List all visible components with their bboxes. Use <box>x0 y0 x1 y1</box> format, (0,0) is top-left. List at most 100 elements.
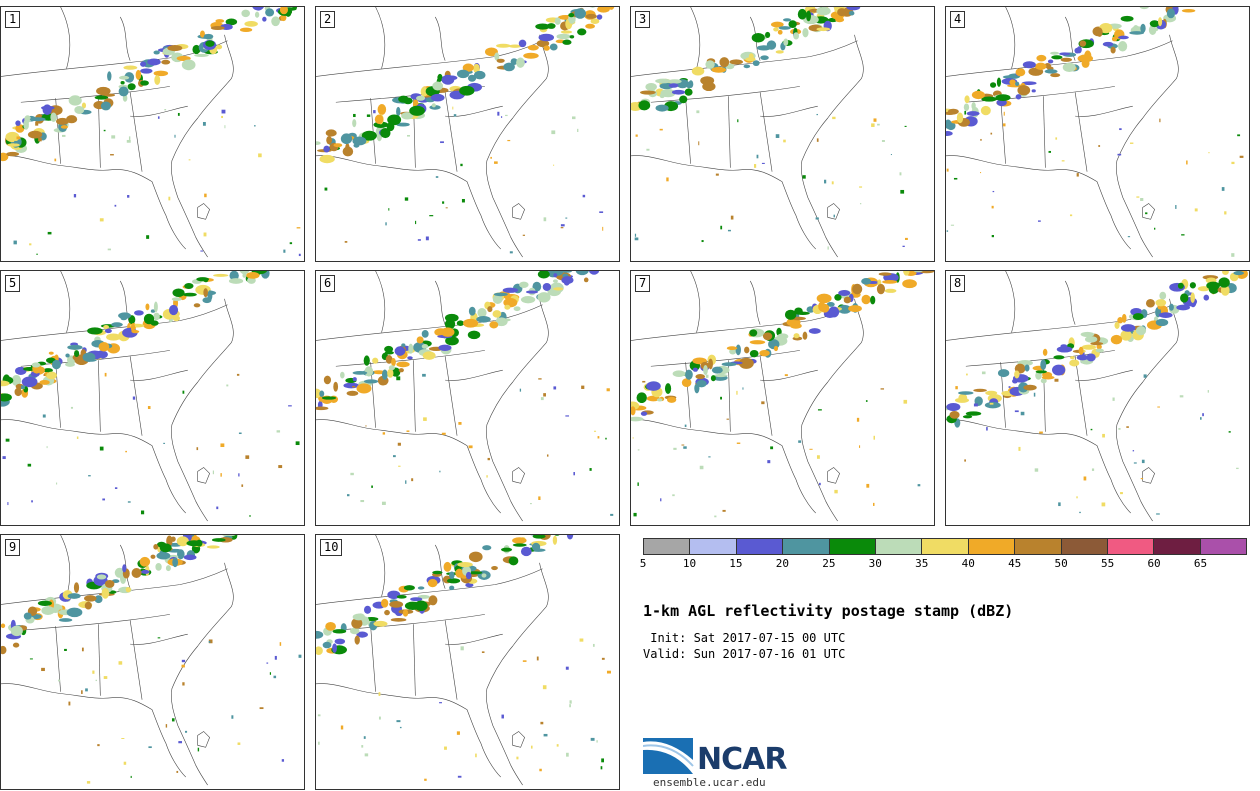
reflectivity-cell <box>601 758 604 763</box>
reflectivity-cell <box>1076 354 1089 361</box>
reflectivity-cell <box>238 473 240 477</box>
boundary-line <box>1 683 186 778</box>
reflectivity-cell <box>176 536 189 547</box>
reflectivity-cell <box>596 740 598 743</box>
reflectivity-cell <box>1132 450 1135 452</box>
reflectivity-cell <box>249 515 251 517</box>
reflectivity-cell <box>114 487 118 489</box>
reflectivity-cell <box>402 609 409 617</box>
reflectivity-cell <box>196 447 199 451</box>
reflectivity-cell <box>1129 142 1134 144</box>
reflectivity-cell <box>500 116 503 118</box>
colorbar-tick-label: 30 <box>868 557 882 570</box>
reflectivity-cell <box>1203 294 1210 301</box>
member-label: 7 <box>635 275 651 292</box>
reflectivity-cell <box>1140 197 1144 201</box>
reflectivity-cell <box>508 556 519 566</box>
reflectivity-cell <box>381 501 386 505</box>
reflectivity-cell <box>150 554 156 559</box>
reflectivity-cell <box>1039 431 1043 434</box>
colorbar-tick-label: 15 <box>729 557 743 570</box>
reflectivity-cell <box>516 756 519 760</box>
reflectivity-cell <box>410 597 423 602</box>
reflectivity-cell <box>1120 324 1136 332</box>
map-canvas <box>946 271 1248 522</box>
reflectivity-cell <box>1154 227 1156 230</box>
reflectivity-cell <box>490 156 492 159</box>
reflectivity-cell <box>981 371 986 375</box>
plot-title: 1-km AGL reflectivity postage stamp (dBZ… <box>643 602 1014 620</box>
member-label: 1 <box>5 11 21 28</box>
reflectivity-cell <box>477 308 487 318</box>
reflectivity-cell <box>640 411 648 416</box>
reflectivity-cell <box>128 136 131 140</box>
reflectivity-cell <box>349 627 360 635</box>
reflectivity-cell <box>1079 40 1087 47</box>
reflectivity-cell <box>1054 378 1059 382</box>
reflectivity-cell <box>427 579 438 588</box>
reflectivity-cell <box>672 494 675 497</box>
boundary-line <box>171 34 234 258</box>
reflectivity-cell <box>790 322 802 329</box>
reflectivity-cell <box>520 546 532 557</box>
reflectivity-cell <box>165 565 171 572</box>
reflectivity-cell <box>642 380 646 383</box>
reflectivity-cell <box>432 81 444 91</box>
reflectivity-cell <box>1221 187 1225 191</box>
reflectivity-cell <box>325 622 336 631</box>
reflectivity-cell <box>492 310 502 318</box>
reflectivity-cell <box>391 358 396 367</box>
reflectivity-cell <box>1003 111 1005 116</box>
reflectivity-cell <box>589 468 592 471</box>
reflectivity-cell <box>537 271 550 279</box>
boundary-line <box>171 298 234 522</box>
reflectivity-cell <box>788 20 797 29</box>
reflectivity-cell <box>729 59 743 65</box>
reflectivity-cell <box>99 446 104 451</box>
reflectivity-cell <box>917 484 921 487</box>
reflectivity-cell <box>460 163 463 167</box>
boundary-line <box>965 86 1115 103</box>
reflectivity-cell <box>817 409 822 411</box>
boundary-line <box>650 86 800 103</box>
reflectivity-cell <box>139 556 151 567</box>
reflectivity-cell <box>321 396 337 400</box>
reflectivity-cell <box>946 119 952 129</box>
colorbar-segment <box>922 539 969 554</box>
reflectivity-cell <box>103 324 109 330</box>
reflectivity-cell <box>1231 253 1235 257</box>
reflectivity-cell <box>640 90 656 95</box>
colorbar-ticks: 5 10 15 20 25 30 35 40 45 50 55 60 65 <box>640 557 1247 571</box>
reflectivity-cell <box>147 58 161 66</box>
reflectivity-cell <box>606 670 611 674</box>
reflectivity-cell <box>323 145 330 153</box>
boundary-line <box>631 155 816 250</box>
boundary-line <box>1142 203 1155 220</box>
reflectivity-cell <box>279 7 289 15</box>
reflectivity-cell <box>1218 277 1230 288</box>
reflectivity-cell <box>1148 25 1157 35</box>
reflectivity-cell <box>203 232 207 237</box>
boundary-line <box>801 34 864 258</box>
reflectivity-cell <box>775 134 780 138</box>
colorbar-tick-label: 35 <box>915 557 929 570</box>
reflectivity-cell <box>1239 155 1244 158</box>
reflectivity-cell <box>153 544 159 550</box>
reflectivity-cell <box>1132 313 1144 321</box>
reflectivity-cell <box>1190 292 1195 303</box>
reflectivity-cell <box>778 26 791 30</box>
reflectivity-cell <box>577 128 579 133</box>
reflectivity-cell <box>444 313 459 322</box>
reflectivity-cell <box>1206 281 1220 290</box>
reflectivity-cell <box>13 240 17 245</box>
reflectivity-cell <box>16 136 21 140</box>
reflectivity-cell <box>1181 234 1185 236</box>
reflectivity-cell <box>1202 413 1204 417</box>
reflectivity-cell <box>539 768 542 772</box>
reflectivity-cell <box>744 346 750 354</box>
reflectivity-cell <box>148 746 152 749</box>
reflectivity-cell <box>457 561 473 568</box>
reflectivity-cell <box>540 721 544 725</box>
reflectivity-cell <box>954 397 970 403</box>
colorbar-tick-label: 65 <box>1193 557 1208 570</box>
